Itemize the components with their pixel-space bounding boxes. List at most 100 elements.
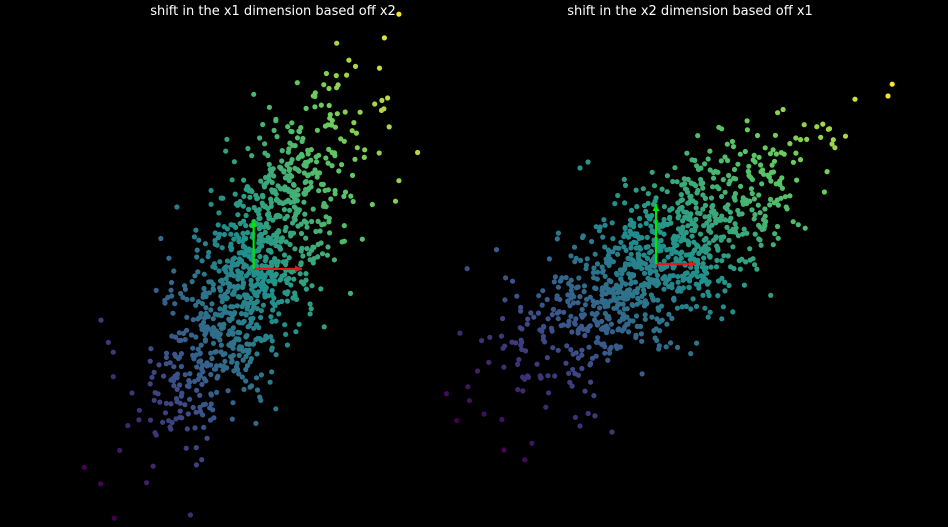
scatter-point [702, 214, 708, 220]
scatter-point [591, 393, 597, 399]
scatter-point [229, 416, 235, 422]
scatter-point [638, 331, 645, 337]
scatter-point [265, 247, 272, 253]
scatter-point [760, 217, 767, 223]
scatter-point [332, 124, 338, 130]
scatter-point [193, 445, 199, 451]
scatter-point [644, 234, 650, 240]
scatter-point [376, 65, 383, 71]
scatter-point [593, 285, 599, 292]
scatter-point [502, 297, 508, 303]
scatter-point [325, 160, 331, 166]
scatter-point [739, 211, 745, 217]
scatter-point [178, 290, 184, 297]
scatter-point [274, 134, 280, 140]
scatter-point [648, 292, 655, 298]
scatter-point [556, 309, 562, 315]
scatter-point [295, 192, 301, 198]
scatter-point [701, 223, 707, 229]
scatter-point [568, 253, 574, 259]
scatter-point [670, 178, 676, 185]
scatter-point [299, 138, 305, 144]
scatter-point [466, 398, 472, 404]
scatter-point [276, 311, 282, 317]
scatter-point [591, 303, 597, 309]
scatter-point [321, 221, 327, 227]
scatter-point [259, 200, 265, 206]
scatter-point [231, 284, 237, 290]
scatter-point [168, 279, 175, 286]
scatter-point [415, 149, 421, 156]
scatter-point [227, 310, 233, 316]
scatter-point [678, 288, 684, 294]
scatter-point [301, 170, 307, 176]
scatter-point [783, 204, 789, 210]
scatter-point [163, 361, 169, 367]
scatter-point [392, 198, 399, 204]
scatter-point [741, 282, 748, 288]
scatter-point [602, 222, 608, 228]
scatter-point [703, 265, 709, 271]
scatter-point [262, 141, 268, 147]
scatter-point [265, 235, 271, 241]
scatter-point [649, 228, 655, 235]
scatter-point [749, 176, 756, 183]
scatter-point [616, 245, 622, 251]
scatter-point [169, 293, 175, 299]
scatter-point [626, 329, 632, 335]
scatter-point [349, 128, 355, 134]
scatter-point [230, 400, 236, 406]
scatter-point [685, 223, 691, 229]
scatter-point [787, 193, 793, 199]
scatter-point [726, 172, 732, 179]
scatter-point [174, 371, 181, 377]
scatter-point [246, 206, 252, 212]
scatter-point [241, 218, 247, 224]
scatter-point [186, 377, 192, 384]
scatter-point [176, 330, 182, 336]
scatter-point [258, 308, 264, 314]
scatter-point [342, 109, 348, 115]
scatter-point [267, 268, 273, 275]
scatter-point [550, 345, 556, 351]
scatter-point [666, 276, 672, 282]
scatter-point [281, 207, 287, 213]
scatter-point [191, 234, 197, 240]
scatter-point [683, 229, 689, 236]
scatter-point [735, 233, 742, 239]
scatter-point [742, 148, 748, 155]
scatter-point [287, 207, 293, 213]
scatter-point [178, 363, 184, 370]
scatter-point [752, 262, 758, 268]
scatter-point [322, 187, 328, 194]
scatter-point [246, 188, 252, 194]
scatter-point [737, 151, 743, 157]
scatter-point [187, 396, 193, 402]
scatter-point [554, 293, 560, 299]
scatter-point [719, 258, 725, 264]
scatter-point [576, 275, 582, 281]
scatter-point [707, 309, 713, 315]
scatter-point [171, 268, 177, 274]
scatter-point [720, 304, 727, 310]
scatter-point [208, 279, 214, 285]
scatter-point [197, 350, 203, 356]
scatter-point [283, 239, 289, 245]
scatter-point [700, 185, 706, 191]
scatter-point [610, 290, 617, 296]
scatter-point [197, 392, 203, 398]
scatter-point [198, 342, 204, 348]
scatter-point [661, 216, 667, 223]
scatter-point [396, 178, 402, 184]
scatter-point [673, 249, 680, 255]
scatter-point [524, 321, 530, 327]
scatter-point [693, 200, 699, 206]
scatter-point [693, 303, 700, 310]
scatter-point [608, 298, 614, 304]
scatter-point [656, 343, 662, 349]
scatter-point [577, 165, 583, 171]
scatter-point [248, 282, 254, 288]
scatter-point [311, 256, 317, 262]
scatter-point [550, 306, 557, 312]
scatter-point [326, 85, 332, 92]
